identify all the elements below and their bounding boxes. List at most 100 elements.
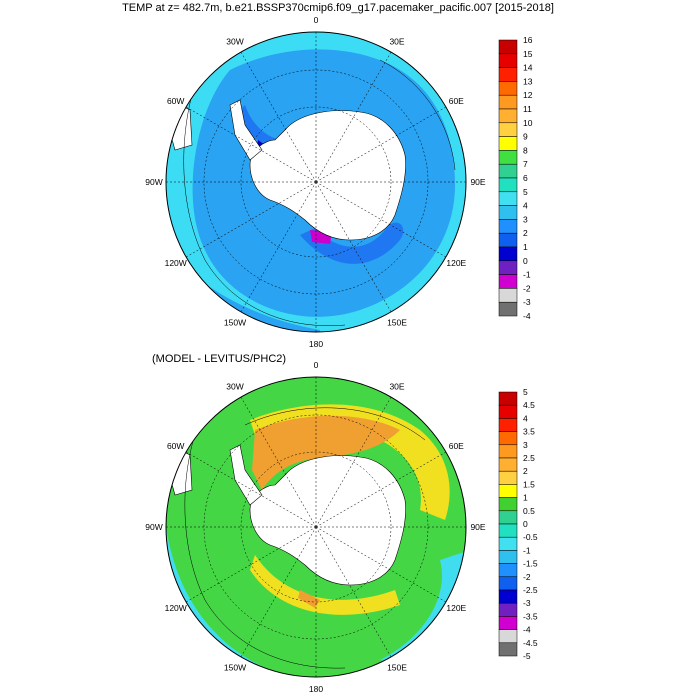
colorbar-swatch xyxy=(498,81,518,96)
colorbar-swatch xyxy=(498,602,518,617)
meridian-line xyxy=(240,526,317,658)
longitude-label: 150E xyxy=(387,317,407,327)
longitude-label: 0 xyxy=(314,15,319,25)
colorbar-swatch xyxy=(498,391,518,406)
colorbar-swatch xyxy=(498,444,518,459)
longitude-label: 180 xyxy=(309,339,323,349)
colorbar-swatch xyxy=(498,246,518,262)
colorbar-label: 2 xyxy=(523,466,528,476)
longitude-label: 30E xyxy=(389,37,404,47)
colorbar-label: -3 xyxy=(523,297,531,307)
longitude-label: 90E xyxy=(470,522,485,532)
longitude-label: 180 xyxy=(309,684,323,694)
colorbar-label: 0 xyxy=(523,519,528,529)
colorbar-label: 9 xyxy=(523,132,528,142)
panel-1-meridians xyxy=(166,32,466,332)
colorbar-label: 16 xyxy=(523,35,533,45)
colorbar-swatch xyxy=(498,470,518,485)
panel-2-orange-south xyxy=(298,590,320,608)
colorbar-swatch xyxy=(498,260,518,275)
panel-2-longitude-labels: 0 30E 60E 90E 120E 150E 180 150W 120W 90W 60W 30W xyxy=(145,360,486,694)
panel-1-warm-patch xyxy=(300,222,404,264)
panel-2-colorbar: 5 4.5 4 3.5 3 2.5 2 1.5 1 0.5 0 -0.5 -1 -1.5 -2 -2.5 -3 -… xyxy=(498,387,538,661)
colorbar-label: -2 xyxy=(523,572,531,582)
panel-1-map xyxy=(166,32,466,332)
colorbar-label: 4.5 xyxy=(523,400,535,410)
panel-2-subtitle: (MODEL - LEVITUS/PHC2) xyxy=(152,353,286,365)
colorbar-swatch xyxy=(498,418,518,432)
colorbar-label: -2 xyxy=(523,283,531,293)
colorbar-label: -4 xyxy=(523,625,531,635)
meridian-line xyxy=(240,51,317,183)
colorbar-label: -5 xyxy=(523,651,531,661)
colorbar-label: 0 xyxy=(523,256,528,266)
colorbar-label: 13 xyxy=(523,76,533,86)
longitude-label: 120E xyxy=(446,258,466,268)
longitude-label: 120E xyxy=(446,603,466,613)
colorbar-label: 10 xyxy=(523,118,533,128)
colorbar-label: 8 xyxy=(523,145,528,155)
panel-1-contour-b xyxy=(379,59,456,171)
meridian-line xyxy=(240,396,317,528)
colorbar-swatch xyxy=(498,301,518,317)
colorbar-label: 4 xyxy=(523,413,528,423)
colorbar-label: -0.5 xyxy=(523,532,538,542)
colorbar-label: 11 xyxy=(523,104,532,114)
colorbar-label: 0.5 xyxy=(523,506,535,516)
colorbar-label: -4 xyxy=(523,311,531,321)
meridian-line xyxy=(315,396,392,528)
colorbar-label: -4.5 xyxy=(523,638,538,648)
colorbar-swatch xyxy=(498,616,518,630)
longitude-label: 60E xyxy=(449,441,464,451)
colorbar-swatch xyxy=(498,177,518,193)
longitude-label: 150W xyxy=(224,662,246,672)
longitude-label: 30E xyxy=(389,382,404,392)
colorbar-label: 1 xyxy=(523,242,528,252)
longitude-label: 90W xyxy=(145,177,162,187)
colorbar-label: 15 xyxy=(523,49,533,59)
meridian-line xyxy=(185,526,317,603)
panel-1-map-border xyxy=(165,31,467,333)
meridian-line xyxy=(240,181,317,313)
colorbar-label: 4 xyxy=(523,201,528,211)
colorbar-swatch xyxy=(498,497,518,512)
longitude-label: 90W xyxy=(145,522,162,532)
colorbar-swatch xyxy=(498,39,518,55)
colorbar-swatch xyxy=(498,576,518,591)
colorbar-label: -3.5 xyxy=(523,611,538,621)
colorbar-swatch xyxy=(498,274,518,289)
colorbar-label: 5 xyxy=(523,387,528,397)
colorbar-swatch xyxy=(498,523,518,538)
colorbar-swatch xyxy=(498,589,518,604)
colorbar-label: 3 xyxy=(523,440,528,450)
colorbar-label: 3 xyxy=(523,214,528,224)
colorbar-swatch xyxy=(498,563,518,578)
panel-2-contour-b xyxy=(244,407,426,441)
colorbar-label: -3 xyxy=(523,598,531,608)
longitude-label: 30W xyxy=(226,382,243,392)
colorbar-swatch xyxy=(498,288,518,303)
colorbar-label: 2.5 xyxy=(523,453,535,463)
meridian-line xyxy=(185,181,317,258)
colorbar-swatch xyxy=(498,205,518,220)
panel-1-contour-a xyxy=(183,69,346,326)
colorbar-label: -1.5 xyxy=(523,559,538,569)
panel-2-meridians xyxy=(166,377,466,677)
colorbar-swatch xyxy=(498,53,518,68)
longitude-label: 60E xyxy=(449,96,464,106)
meridian-line xyxy=(315,526,447,603)
meridian-line xyxy=(185,451,317,528)
longitude-label: 30W xyxy=(226,37,243,47)
longitude-label: 90E xyxy=(470,177,485,187)
colorbar-swatch xyxy=(498,150,518,165)
colorbar-swatch xyxy=(498,457,518,472)
meridian-line xyxy=(185,106,317,183)
colorbar-label: 1 xyxy=(523,493,528,503)
colorbar-swatch xyxy=(498,629,518,644)
longitude-label: 0 xyxy=(314,360,319,370)
colorbar-label: 3.5 xyxy=(523,427,535,437)
meridian-line xyxy=(315,526,392,658)
